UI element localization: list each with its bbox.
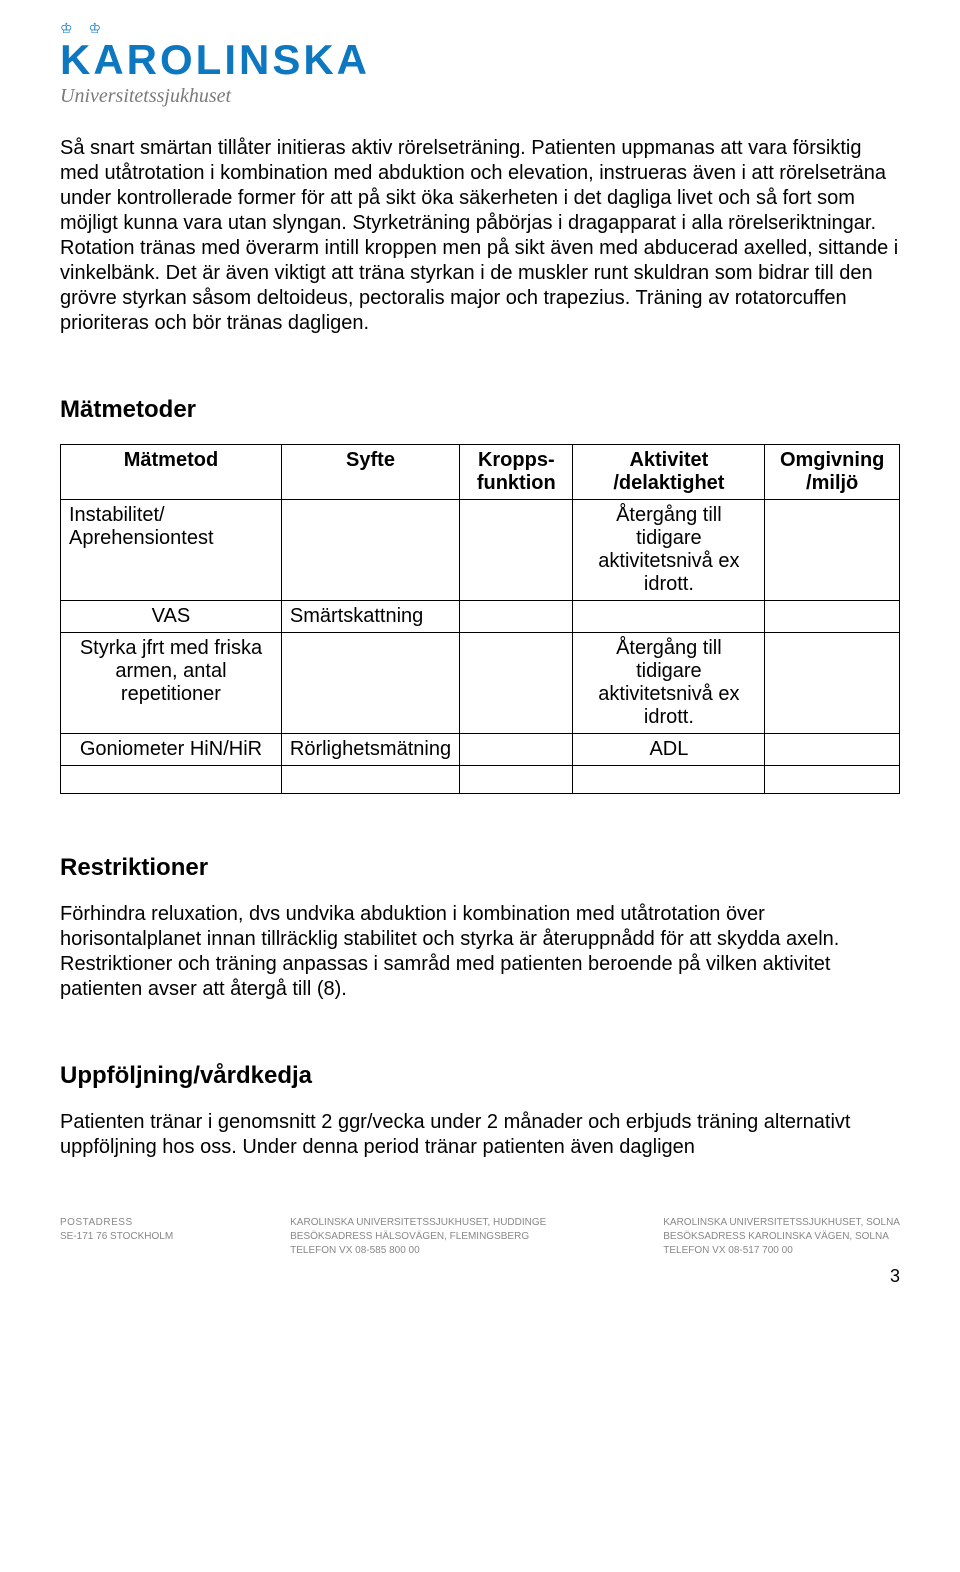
cell: [765, 500, 900, 601]
cell: Återgång till tidigare aktivitetsnivå ex…: [573, 633, 765, 734]
footer-text: POSTADRESS: [60, 1216, 173, 1230]
logo-crowns: ♔ ♔: [60, 20, 900, 37]
cell: VAS: [61, 601, 282, 633]
footer-col-3: KAROLINSKA UNIVERSITETSSJUKHUSET, SOLNA …: [663, 1216, 900, 1258]
cell: ADL: [573, 734, 765, 766]
uppfoljning-paragraph: Patienten tränar i genomsnitt 2 ggr/veck…: [60, 1110, 900, 1160]
table-row: VAS Smärtskattning: [61, 601, 900, 633]
cell: Rörlighetsmätning: [281, 734, 459, 766]
cell: Goniometer HiN/HiR: [61, 734, 282, 766]
footer-text: TELEFON VX 08-585 800 00: [290, 1244, 546, 1258]
cell: [460, 633, 573, 734]
heading-matmetoder: Mätmetoder: [60, 396, 900, 424]
cell: [460, 500, 573, 601]
measurement-table: Mätmetod Syfte Kropps-funktion Aktivitet…: [60, 444, 900, 794]
cell: [765, 734, 900, 766]
footer-text: TELEFON VX 08-517 700 00: [663, 1244, 900, 1258]
logo-subtitle: Universitetssjukhuset: [60, 85, 900, 108]
heading-uppfoljning: Uppföljning/vårdkedja: [60, 1062, 900, 1090]
table-row: Goniometer HiN/HiR Rörlighetsmätning ADL: [61, 734, 900, 766]
footer-text: SE-171 76 STOCKHOLM: [60, 1230, 173, 1244]
footer-text: KAROLINSKA UNIVERSITETSSJUKHUSET, SOLNA: [663, 1216, 900, 1230]
footer-text: KAROLINSKA UNIVERSITETSSJUKHUSET, HUDDIN…: [290, 1216, 546, 1230]
footer-text: BESÖKSADRESS HÄLSOVÄGEN, FLEMINGSBERG: [290, 1230, 546, 1244]
cell: [765, 633, 900, 734]
col-syfte: Syfte: [281, 445, 459, 500]
cell: [281, 500, 459, 601]
cell: [460, 734, 573, 766]
page-number: 3: [60, 1266, 900, 1287]
cell: [765, 601, 900, 633]
col-omgivning: Omgivning /miljö: [765, 445, 900, 500]
footer-col-1: POSTADRESS SE-171 76 STOCKHOLM: [60, 1216, 173, 1258]
cell: Instabilitet/ Aprehensiontest: [61, 500, 282, 601]
cell: [573, 601, 765, 633]
restriktioner-paragraph: Förhindra reluxation, dvs undvika abdukt…: [60, 902, 900, 1002]
col-kroppsfunktion: Kropps-funktion: [460, 445, 573, 500]
table-row: Instabilitet/ Aprehensiontest Återgång t…: [61, 500, 900, 601]
table-header-row: Mätmetod Syfte Kropps-funktion Aktivitet…: [61, 445, 900, 500]
page-footer: POSTADRESS SE-171 76 STOCKHOLM KAROLINSK…: [60, 1216, 900, 1258]
footer-text: BESÖKSADRESS KAROLINSKA VÄGEN, SOLNA: [663, 1230, 900, 1244]
cell: Styrka jfrt med friska armen, antal repe…: [61, 633, 282, 734]
footer-col-2: KAROLINSKA UNIVERSITETSSJUKHUSET, HUDDIN…: [290, 1216, 546, 1258]
col-matmetod: Mätmetod: [61, 445, 282, 500]
logo-text: KAROLINSKA: [60, 39, 900, 81]
logo-block: ♔ ♔ KAROLINSKA Universitetssjukhuset: [60, 20, 900, 108]
cell: Återgång till tidigare aktivitetsnivå ex…: [573, 500, 765, 601]
table-row: Styrka jfrt med friska armen, antal repe…: [61, 633, 900, 734]
col-aktivitet: Aktivitet /delaktighet: [573, 445, 765, 500]
cell: Smärtskattning: [281, 601, 459, 633]
intro-paragraph: Så snart smärtan tillåter initieras akti…: [60, 136, 900, 336]
heading-restriktioner: Restriktioner: [60, 854, 900, 882]
cell: [460, 601, 573, 633]
table-row-empty: [61, 766, 900, 794]
cell: [281, 633, 459, 734]
